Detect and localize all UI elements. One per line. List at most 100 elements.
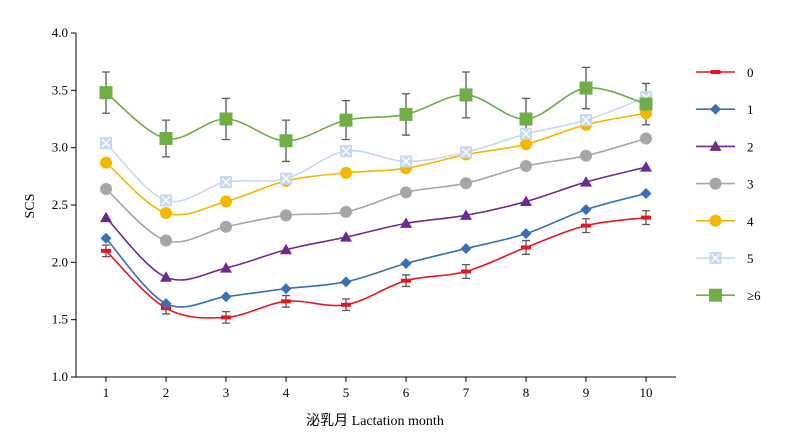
legend-label: 1	[747, 102, 754, 117]
legend-label: ≥6	[747, 288, 761, 303]
series-lines	[105, 87, 647, 319]
data-point	[340, 166, 352, 179]
x-tick-label: 5	[343, 385, 350, 400]
series-line	[105, 166, 647, 281]
legend-marker	[709, 214, 722, 227]
data-point	[100, 182, 112, 195]
legend: 0 1 2 3 4 5 ≥6	[696, 65, 761, 303]
data-point	[100, 232, 112, 244]
data-point	[640, 132, 652, 145]
data-point-cross	[461, 147, 471, 157]
data-point	[340, 276, 352, 288]
data-point	[401, 278, 411, 283]
data-point	[639, 97, 653, 111]
x-tick-label: 10	[640, 385, 653, 400]
x-tick-label: 3	[223, 385, 230, 400]
data-point	[99, 86, 113, 100]
data-point	[160, 234, 172, 247]
legend-marker	[710, 103, 721, 115]
data-point	[519, 112, 533, 126]
x-tick-label: 2	[163, 385, 170, 400]
data-point	[340, 145, 352, 158]
y-tick-label: 3.5	[52, 82, 68, 97]
y-axis-label: SCS	[23, 194, 38, 219]
series-markers	[99, 81, 653, 320]
data-point	[221, 315, 231, 320]
data-point	[460, 146, 472, 159]
x-tick-label: 9	[583, 385, 590, 400]
data-point	[159, 131, 173, 145]
x-tick-label: 8	[523, 385, 530, 400]
data-point	[100, 137, 112, 150]
series-line	[105, 137, 647, 243]
data-point	[340, 231, 352, 242]
legend-label: 2	[747, 139, 754, 154]
x-axis-label: 泌乳月 Lactation month	[306, 413, 444, 429]
data-point	[641, 215, 651, 220]
data-point	[160, 207, 172, 220]
data-point	[579, 81, 593, 95]
legend-label: 0	[747, 65, 754, 80]
data-point	[459, 88, 473, 102]
data-point-cross	[401, 156, 411, 166]
data-point	[279, 134, 293, 148]
data-point	[280, 172, 292, 185]
legend-marker	[709, 177, 722, 190]
legend-marker	[709, 252, 722, 264]
data-point	[160, 194, 172, 207]
data-point	[460, 209, 472, 220]
series-line	[105, 192, 647, 308]
data-point	[400, 217, 412, 228]
data-point	[400, 155, 412, 168]
x-tick-label: 6	[403, 385, 410, 400]
data-point-cross	[521, 129, 531, 139]
data-point	[220, 291, 232, 303]
x-tick-label: 1	[103, 385, 110, 400]
series-line	[105, 96, 647, 203]
data-point	[219, 112, 233, 126]
data-point	[280, 283, 292, 295]
y-tick-label: 2.5	[52, 197, 68, 212]
data-point	[580, 204, 592, 216]
data-point	[281, 299, 291, 304]
data-point	[400, 257, 412, 269]
data-point	[340, 205, 352, 218]
data-point-cross	[161, 195, 171, 205]
data-point	[280, 209, 292, 222]
series-line	[105, 112, 647, 216]
legend-label: 3	[747, 177, 754, 192]
data-point-cross	[341, 146, 351, 156]
data-point-cross	[101, 138, 111, 148]
data-point	[520, 127, 532, 140]
data-point	[580, 114, 592, 127]
data-point	[460, 243, 472, 255]
data-point	[280, 243, 292, 255]
data-point	[400, 186, 412, 199]
legend-marker	[709, 140, 722, 151]
data-point	[581, 223, 591, 228]
legend-label: 4	[747, 214, 754, 229]
error-bars	[102, 66, 650, 324]
data-point	[100, 211, 112, 223]
data-point	[220, 262, 232, 273]
y-tick-label: 3.0	[52, 140, 68, 155]
data-point	[220, 176, 232, 189]
series-line	[105, 87, 647, 142]
data-point	[220, 195, 232, 208]
legend-marker	[709, 288, 722, 302]
series-line	[105, 216, 647, 319]
data-point	[521, 245, 531, 250]
legend-marker-cross	[711, 253, 720, 263]
data-point-cross	[581, 115, 591, 125]
data-point	[160, 271, 172, 282]
legend-marker	[710, 70, 721, 74]
data-point	[640, 161, 652, 172]
data-point	[460, 177, 472, 190]
data-point	[339, 113, 353, 127]
data-point	[399, 107, 413, 121]
x-tick-label: 7	[463, 385, 470, 400]
y-tick-label: 1.0	[52, 369, 68, 384]
data-point	[520, 138, 532, 151]
data-point	[220, 220, 232, 233]
